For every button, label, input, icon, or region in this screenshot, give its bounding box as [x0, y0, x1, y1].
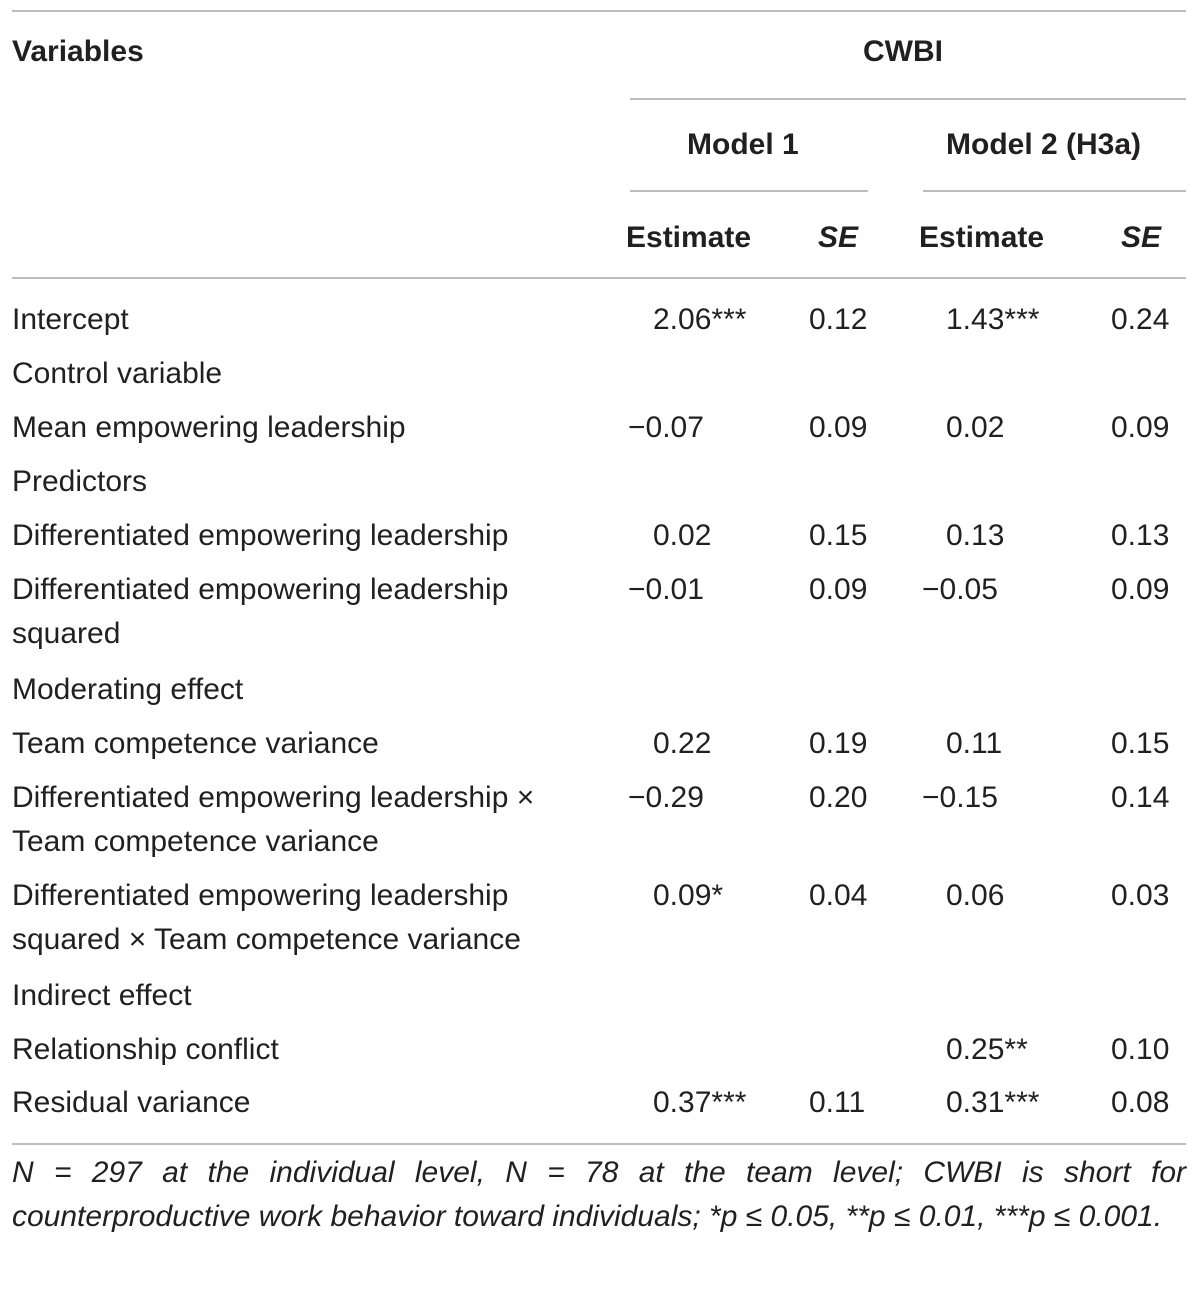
cell-m1-est: 0.02: [653, 519, 712, 552]
top-rule: [12, 10, 1186, 12]
cell-m2-se: 0.08: [1111, 1086, 1170, 1119]
row-label-continued: squared × Team competence variance: [12, 923, 521, 956]
cell-m1-est: −0.29: [628, 781, 704, 814]
row-label: Differentiated empowering leadership ×: [12, 781, 535, 814]
header-m2-estimate: Estimate: [919, 221, 1045, 254]
cell-m2-est: −0.15: [922, 781, 998, 814]
header-variables: Variables: [12, 35, 144, 68]
model1-rule: [630, 190, 868, 192]
cell-m2-est: 0.25**: [946, 1033, 1028, 1066]
cell-m1-se: 0.15: [809, 519, 868, 552]
header-bottom-rule: [12, 277, 1186, 279]
header-model2: Model 2 (H3a): [946, 128, 1142, 161]
cell-m2-se: 0.09: [1111, 573, 1170, 606]
row-label: Team competence variance: [12, 727, 379, 760]
cwbi-rule: [630, 98, 1186, 100]
row-label-continued: squared: [12, 617, 121, 650]
row-label: Differentiated empowering leadership: [12, 519, 509, 552]
header-model1: Model 1: [687, 128, 799, 161]
cell-m1-est: −0.07: [628, 411, 704, 444]
cell-m1-est: 0.37***: [653, 1086, 747, 1119]
cell-m2-est: 0.13: [946, 519, 1005, 552]
header-m2-se: SE: [1121, 221, 1162, 254]
row-label: Predictors: [12, 465, 148, 498]
header-m1-se: SE: [818, 221, 859, 254]
model2-rule: [923, 190, 1186, 192]
cell-m1-est: −0.01: [628, 573, 704, 606]
row-label: Indirect effect: [12, 979, 192, 1012]
cell-m2-se: 0.15: [1111, 727, 1170, 760]
cell-m2-se: 0.14: [1111, 781, 1170, 814]
row-label: Intercept: [12, 303, 129, 336]
row-label: Relationship conflict: [12, 1033, 279, 1066]
row-label: Control variable: [12, 357, 223, 390]
header-m1-estimate: Estimate: [626, 221, 752, 254]
cell-m1-se: 0.09: [809, 411, 868, 444]
row-label: Moderating effect: [12, 673, 244, 706]
row-label: Residual variance: [12, 1086, 251, 1119]
cell-m1-se: 0.11: [809, 1086, 866, 1119]
header-cwbi: CWBI: [863, 35, 943, 68]
row-label: Mean empowering leadership: [12, 411, 406, 444]
cell-m2-se: 0.13: [1111, 519, 1170, 552]
cell-m1-est: 0.22: [653, 727, 712, 760]
cell-m1-est: 0.09*: [653, 879, 724, 912]
table-note: N = 297 at the individual level, N = 78 …: [12, 1156, 1186, 1233]
cell-m2-se: 0.24: [1111, 303, 1170, 336]
cell-m2-est: −0.05: [922, 573, 998, 606]
cell-m2-est: 0.31***: [946, 1086, 1040, 1119]
cell-m2-se: 0.03: [1111, 879, 1170, 912]
cell-m2-se: 0.09: [1111, 411, 1170, 444]
row-label: Differentiated empowering leadership: [12, 879, 509, 912]
row-label: Differentiated empowering leadership: [12, 573, 509, 606]
cell-m1-se: 0.20: [809, 781, 868, 814]
bottom-rule: [12, 1143, 1186, 1145]
cell-m1-se: 0.12: [809, 303, 868, 336]
cell-m1-se: 0.19: [809, 727, 868, 760]
cell-m2-est: 1.43***: [946, 303, 1040, 336]
cell-m2-est: 0.06: [946, 879, 1005, 912]
cell-m1-se: 0.09: [809, 573, 868, 606]
cell-m2-est: 0.11: [946, 727, 1003, 760]
cell-m2-est: 0.02: [946, 411, 1005, 444]
row-label-continued: Team competence variance: [12, 825, 379, 858]
cell-m1-se: 0.04: [809, 879, 868, 912]
cell-m2-se: 0.10: [1111, 1033, 1170, 1066]
cell-m1-est: 2.06***: [653, 303, 747, 336]
